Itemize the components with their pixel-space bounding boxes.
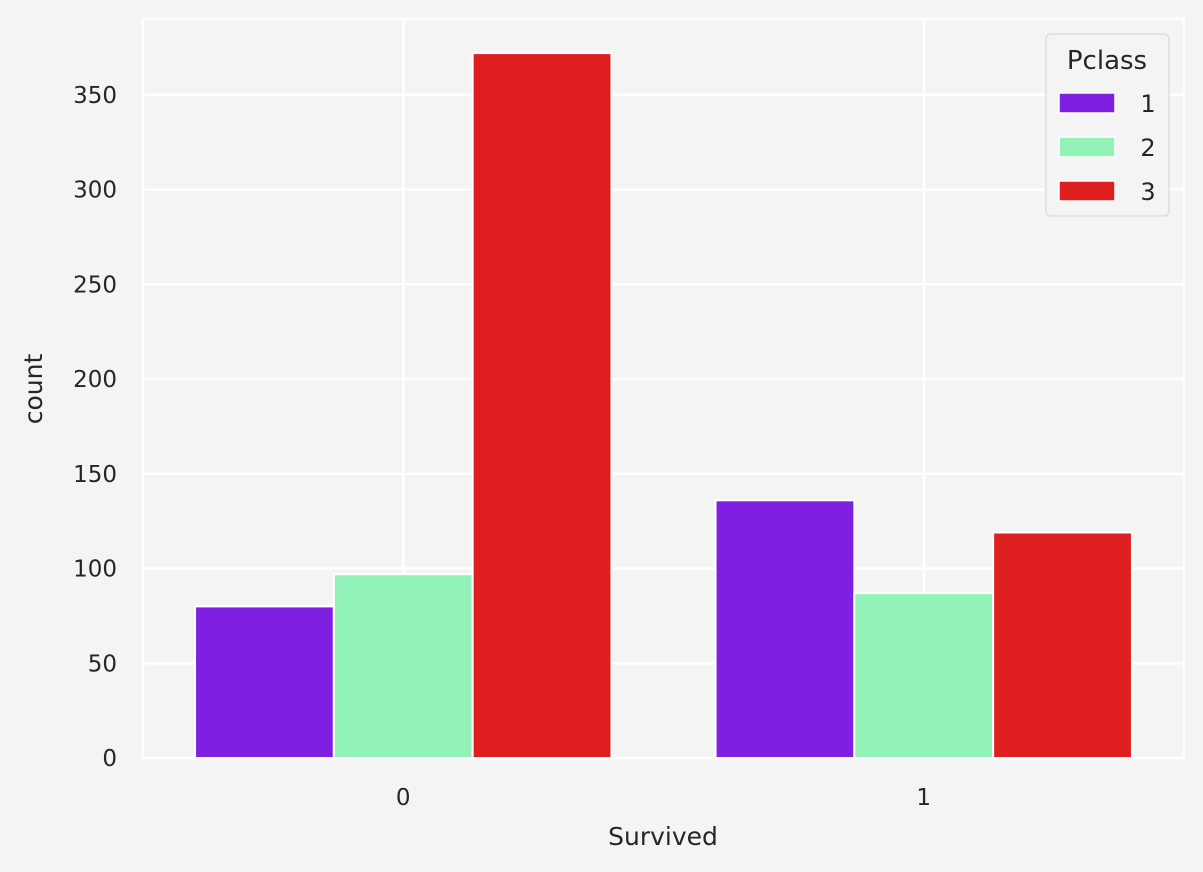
bar-survived-0-pclass-1: [194, 605, 335, 760]
legend-label-1: 1: [1140, 90, 1155, 118]
legend-label-2: 2: [1140, 134, 1155, 162]
bar-survived-0-pclass-2: [332, 573, 474, 760]
legend-title: Pclass: [1067, 46, 1147, 76]
x-axis-label: Survived: [608, 822, 718, 851]
legend-items: 1 2 3: [1058, 90, 1156, 206]
x-tick-label-0: 0: [396, 785, 411, 811]
y-tick-label-300: 300: [73, 178, 117, 204]
y-axis-ticks: 0 50 100 150 200 250 300 350: [73, 83, 117, 772]
bar-survived-1-pclass-3: [992, 531, 1133, 759]
y-tick-label-200: 200: [73, 367, 117, 393]
bar-survived-0-pclass-3: [471, 52, 613, 760]
bars: [194, 52, 1133, 760]
bar-survived-1-pclass-2: [853, 592, 995, 760]
legend-label-3: 3: [1140, 178, 1155, 206]
y-tick-label-350: 350: [73, 83, 117, 109]
legend-swatch-1: [1058, 92, 1116, 114]
legend-box: [1045, 33, 1170, 217]
bar-survived-1-pclass-1: [714, 499, 856, 759]
legend-swatch-2: [1058, 136, 1116, 158]
y-tick-label-0: 0: [102, 746, 117, 772]
y-tick-label-150: 150: [73, 462, 117, 488]
x-tick-label-1: 1: [916, 785, 931, 811]
legend-swatch-3: [1058, 180, 1116, 202]
y-axis-label: count: [19, 354, 48, 425]
legend: Pclass 1 2 3: [1045, 33, 1170, 217]
y-tick-label-100: 100: [73, 557, 117, 583]
y-tick-label-50: 50: [88, 651, 117, 677]
y-tick-label-250: 250: [73, 272, 117, 298]
